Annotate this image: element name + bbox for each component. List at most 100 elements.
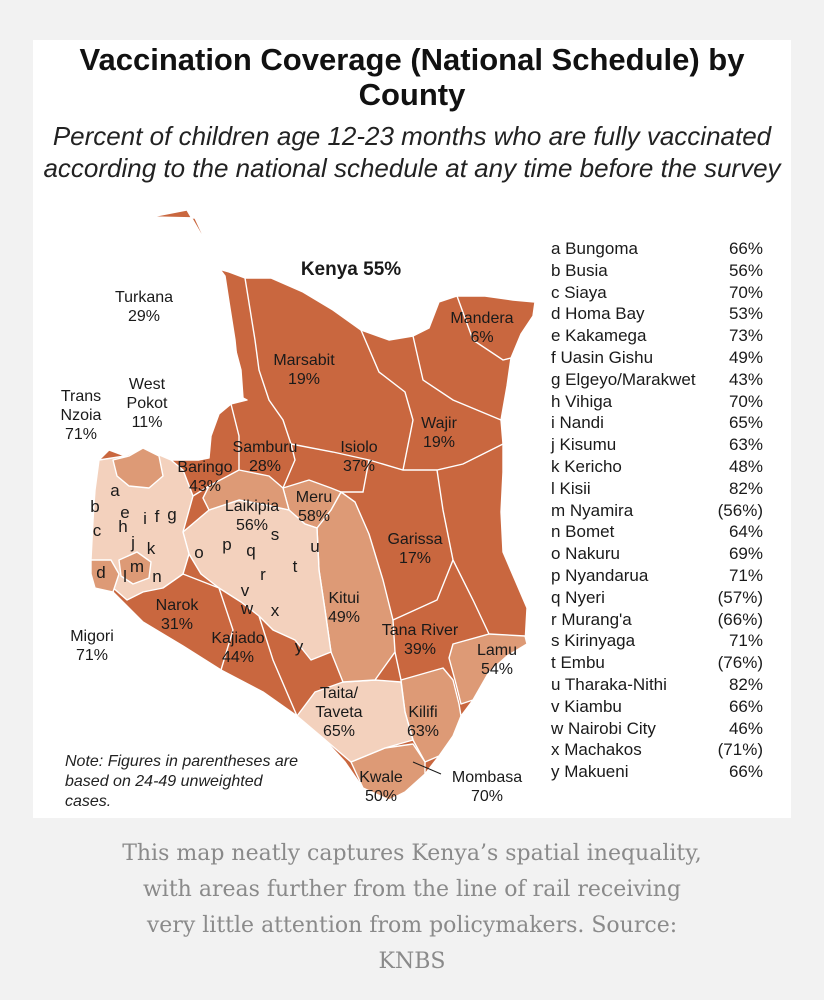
county-label: Garissa 17% xyxy=(387,531,442,567)
legend-key: r Murang'a xyxy=(551,609,632,629)
county-border xyxy=(244,277,292,445)
map-title: Vaccination Coverage (National Schedule)… xyxy=(79,42,745,112)
laikipia-region xyxy=(202,469,290,511)
county-label: Lamu 54% xyxy=(477,642,517,678)
county-letter-m: m xyxy=(130,557,144,576)
legend-row: e Kakamega 73% xyxy=(551,325,763,347)
county-label: Tana River 39% xyxy=(382,622,459,658)
legend-key: p Nyandarua xyxy=(551,565,649,585)
legend-row: j Kisumu 63% xyxy=(551,434,763,456)
legend-key: n Bomet xyxy=(551,522,615,542)
county-letter-n: n xyxy=(152,567,161,586)
legend-value: 49% xyxy=(728,347,763,367)
county-legend: a Bungoma 66% b Busia 56% c Siaya 70% d Homa B… xyxy=(551,238,763,783)
county-label: West Pokot 11% xyxy=(127,376,168,431)
legend-value: 65% xyxy=(728,413,763,433)
county-label: Mandera 6% xyxy=(450,310,513,346)
map-label-layer: Kenya 55% Turkana 29% West Pokot 11% Trans Nzoi… xyxy=(61,259,523,805)
county-letter-c: c xyxy=(93,521,102,540)
legend-row: m Nyamira (56%) xyxy=(551,500,763,522)
legend-value: 46% xyxy=(728,718,763,738)
county-letter-y: y xyxy=(295,637,304,656)
legend-key: l Kisii xyxy=(551,478,591,498)
kisii-region xyxy=(118,551,152,585)
county-label: Marsabit 19% xyxy=(273,352,335,388)
county-label: Laikipia 56% xyxy=(225,498,279,534)
county-label: Turkana 29% xyxy=(115,289,173,325)
county-label: Kajiado 44% xyxy=(211,630,264,666)
county-letter-f: f xyxy=(155,507,160,526)
legend-key: c Siaya xyxy=(551,282,607,302)
county-border xyxy=(394,651,402,681)
lamu-region xyxy=(448,633,528,705)
legend-row: t Embu (76%) xyxy=(551,652,763,674)
legend-row: v Kiambu 66% xyxy=(551,696,763,718)
legend-row: w Nairobi City 46% xyxy=(551,718,763,740)
legend-value: 66% xyxy=(728,239,763,258)
county-letter-x: x xyxy=(271,601,280,620)
legend-key: d Homa Bay xyxy=(551,304,645,324)
county-letter-l: l xyxy=(123,567,127,586)
legend-row: p Nyandarua 71% xyxy=(551,565,763,587)
legend-key: t Embu xyxy=(551,653,605,673)
legend-value: 48% xyxy=(728,456,763,476)
county-border xyxy=(456,295,512,361)
legend-key: q Nyeri xyxy=(551,587,605,607)
county-border xyxy=(412,335,502,421)
legend-key: m Nyamira xyxy=(551,500,634,520)
migori-region xyxy=(90,559,120,593)
legend-value: 66% xyxy=(728,696,763,716)
legend-value: 43% xyxy=(728,369,763,389)
county-label: Baringo 43% xyxy=(177,459,232,495)
legend-value: 53% xyxy=(728,304,763,324)
county-letter-e: e xyxy=(120,503,129,522)
legend-key: g Elgeyo/Marakwet xyxy=(551,369,696,389)
county-border xyxy=(392,559,454,621)
legend-key: y Makueni xyxy=(551,762,629,782)
legend-key: o Nakuru xyxy=(551,544,620,564)
county-letter-o: o xyxy=(194,543,203,562)
county-letter-v: v xyxy=(241,581,250,600)
legend-row: c Siaya 70% xyxy=(551,282,763,304)
legend-value: 82% xyxy=(728,674,763,694)
legend-row: x Machakos (71%) xyxy=(551,739,763,761)
county-label: Meru 58% xyxy=(296,489,332,525)
county-label: Wajir 19% xyxy=(421,415,458,451)
map-figure: Kenya 55% Turkana 29% West Pokot 11% Trans Nzoi… xyxy=(33,40,791,818)
legend-row: d Homa Bay 53% xyxy=(551,303,763,325)
county-label: Kilifi 63% xyxy=(407,704,439,740)
county-letter-i: i xyxy=(143,509,147,528)
legend-value: 73% xyxy=(728,326,763,346)
western-region xyxy=(90,447,194,601)
legend-key: x Machakos xyxy=(551,740,642,760)
legend-key: s Kirinyaga xyxy=(551,631,636,651)
legend-row: o Nakuru 69% xyxy=(551,543,763,565)
legend-key: k Kericho xyxy=(551,456,622,476)
county-letter-s: s xyxy=(271,525,280,544)
legend-value: 69% xyxy=(728,544,763,564)
legend-value: (71%) xyxy=(717,740,763,760)
mombasa-leader-line xyxy=(412,761,442,775)
county-letter-a: a xyxy=(110,481,120,500)
legend-key: w Nairobi City xyxy=(551,718,656,738)
legend-value: 64% xyxy=(728,522,763,542)
national-label: Kenya 55% xyxy=(301,259,401,280)
county-label: Mombasa 70% xyxy=(452,769,522,805)
county-letter-b: b xyxy=(90,497,99,516)
county-letter-r: r xyxy=(260,565,266,584)
county-label: Kitui 49% xyxy=(328,590,360,626)
county-label: Migori 71% xyxy=(70,628,114,664)
legend-key: j Kisumu xyxy=(551,435,617,455)
county-letter-p: p xyxy=(222,535,231,554)
legend-value: 71% xyxy=(728,565,763,585)
legend-key: u Tharaka-Nithi xyxy=(551,674,667,694)
county-letter-u: u xyxy=(310,537,319,556)
legend-key: f Uasin Gishu xyxy=(551,347,654,367)
legend-value: 82% xyxy=(728,478,763,498)
map-subtitle: Percent of children age 12-23 months who… xyxy=(43,121,781,183)
legend-row: a Bungoma 66% xyxy=(551,238,763,260)
legend-row: l Kisii 82% xyxy=(551,478,763,500)
legend-row: b Busia 56% xyxy=(551,260,763,282)
legend-row: h Vihiga 70% xyxy=(551,391,763,413)
legend-row: g Elgeyo/Marakwet 43% xyxy=(551,369,763,391)
